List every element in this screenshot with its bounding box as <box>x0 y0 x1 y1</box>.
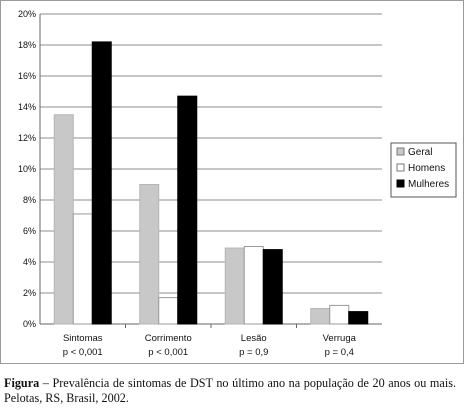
y-tick-label: 4% <box>23 257 36 267</box>
y-tick-label: 0% <box>23 319 36 329</box>
y-tick-label: 2% <box>23 288 36 298</box>
y-tick-label: 6% <box>23 226 36 236</box>
bar-homens-0 <box>72 213 93 325</box>
bar-mulheres-2 <box>262 249 283 325</box>
bar-mulheres-0 <box>91 41 112 325</box>
x-category-label: Sintomas <box>63 333 103 344</box>
legend-label-homens: Homens <box>408 163 445 174</box>
caption-label: Figura <box>4 376 40 390</box>
figure-caption: Figura – Prevalência de sintomas de DST … <box>4 376 456 406</box>
legend-swatch-geral <box>396 147 405 156</box>
legend-label-mulheres: Mulheres <box>408 179 449 190</box>
x-category-label: Lesão <box>241 333 267 344</box>
bar-mulheres-1 <box>177 95 198 325</box>
bar-geral-3 <box>310 308 331 325</box>
legend-label-geral: Geral <box>408 147 432 158</box>
legend-swatch-mulheres <box>396 179 405 188</box>
bar-mulheres-3 <box>348 311 369 325</box>
bar-homens-2 <box>243 246 264 325</box>
x-pvalue-label: p = 0,4 <box>325 347 354 358</box>
y-tick-label: 16% <box>18 71 36 81</box>
y-tick-label: 14% <box>18 102 36 112</box>
caption-text: – Prevalência de sintomas de DST no últi… <box>4 376 456 405</box>
legend-swatch-homens <box>396 163 405 172</box>
y-tick-label: 20% <box>18 9 36 19</box>
y-tick-label: 12% <box>18 133 36 143</box>
y-tick-label: 8% <box>23 195 36 205</box>
bar-homens-3 <box>329 304 350 325</box>
x-pvalue-label: p < 0,001 <box>148 347 188 358</box>
bar-geral-0 <box>53 114 74 325</box>
x-category-label: Verruga <box>323 333 357 344</box>
bar-geral-2 <box>224 247 245 325</box>
x-pvalue-label: p < 0,001 <box>63 347 103 358</box>
bar-geral-1 <box>139 184 160 325</box>
bar-homens-1 <box>158 297 179 325</box>
bar-chart: 0% 2% 4% 6% 8% 10% 12% 14% 16% 18% 20% Sintomas p < … <box>18 9 457 358</box>
x-pvalue-label: p = 0,9 <box>239 347 268 358</box>
x-category-label: Corrimento <box>145 333 192 344</box>
y-tick-label: 18% <box>18 40 36 50</box>
y-tick-label: 10% <box>18 164 36 174</box>
